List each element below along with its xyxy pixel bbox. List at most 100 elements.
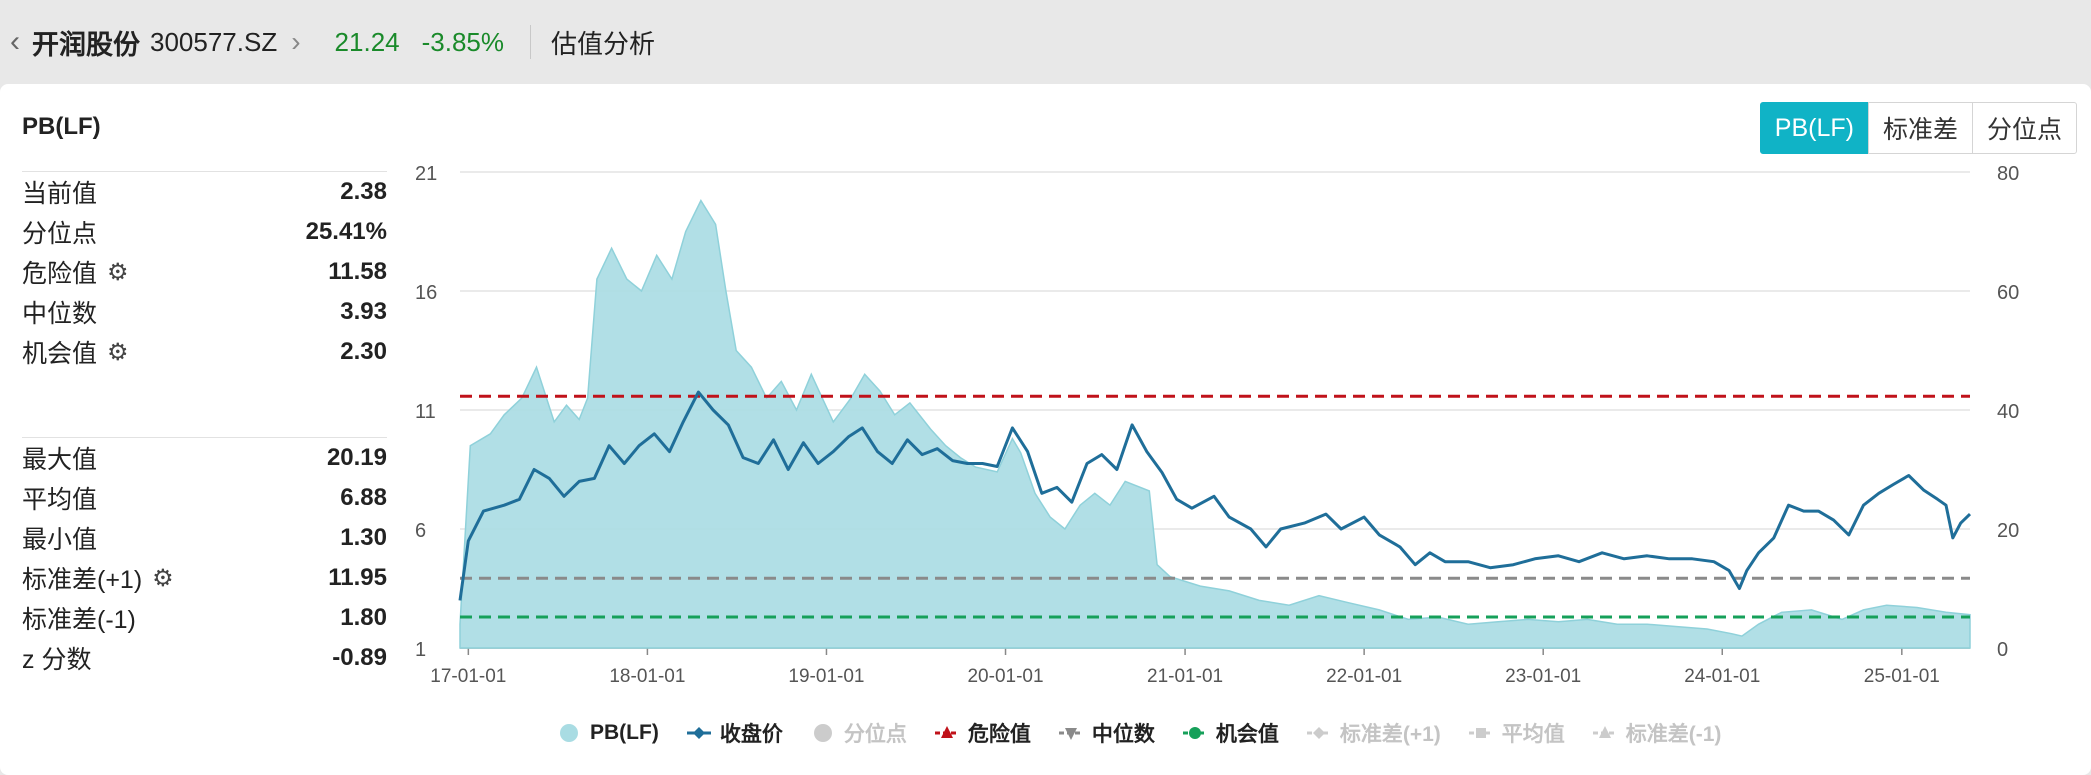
stat-label: 分位点 bbox=[22, 214, 97, 250]
legend-marker-icon bbox=[1468, 728, 1493, 738]
gear-icon[interactable]: ⚙ bbox=[152, 564, 174, 592]
legend-marker-icon bbox=[686, 727, 711, 739]
stat-row: 标准差(+1) ⚙ 11.95 bbox=[22, 558, 387, 598]
x-tick-label: 18-01-01 bbox=[609, 666, 685, 687]
stats-distribution: 最大值 20.19 平均值 6.88 最小值 1.30 标准差(+1) ⚙ 11.95 标准差(-… bbox=[22, 437, 387, 678]
stat-row: 标准差(-1) 1.80 bbox=[22, 598, 387, 638]
y-right-tick-label: 40 bbox=[1997, 401, 2019, 423]
legend-marker-icon bbox=[1592, 726, 1617, 738]
stat-row: 最大值 20.19 bbox=[22, 438, 387, 478]
stat-row: 平均值 6.88 bbox=[22, 478, 387, 518]
stat-label: 平均值 bbox=[22, 480, 97, 516]
stat-label-text: 最小值 bbox=[22, 526, 98, 554]
stat-value: 6.88 bbox=[340, 484, 387, 511]
tab-std-dev[interactable]: 标准差 bbox=[1867, 102, 1973, 154]
y-left-tick-label: 6 bbox=[415, 520, 426, 542]
stat-label-text: 平均值 bbox=[22, 486, 98, 514]
legend-item[interactable]: 机会值 bbox=[1182, 718, 1279, 748]
stat-label: 最小值 bbox=[22, 520, 97, 556]
legend-marker-icon bbox=[1058, 728, 1083, 740]
stat-label-text: 分位点 bbox=[22, 220, 98, 248]
legend-label: 标准差(-1) bbox=[1625, 723, 1722, 746]
stat-label: 机会值 ⚙ bbox=[22, 334, 129, 370]
x-tick-label: 22-01-01 bbox=[1326, 666, 1402, 687]
stat-label: 中位数 bbox=[22, 294, 97, 330]
stat-label: 危险值 ⚙ bbox=[22, 254, 129, 290]
legend-label: 平均值 bbox=[1501, 723, 1565, 746]
legend-item[interactable]: 危险值 bbox=[934, 718, 1031, 748]
stat-label: 最大值 bbox=[22, 440, 97, 476]
gear-icon[interactable]: ⚙ bbox=[107, 338, 129, 366]
legend-marker-icon bbox=[1306, 727, 1331, 739]
price-change: -3.85% bbox=[421, 26, 505, 57]
tab-percentile[interactable]: 分位点 bbox=[1971, 102, 2077, 154]
top-bar: ‹ 开润股份 300577.SZ › 21.24 -3.85% 估值分析 bbox=[0, 0, 2091, 84]
legend-label: 危险值 bbox=[967, 723, 1031, 746]
x-tick-label: 17-01-01 bbox=[430, 666, 506, 687]
legend-label: 收盘价 bbox=[719, 723, 783, 746]
stat-row: 机会值 ⚙ 2.30 bbox=[22, 332, 387, 372]
stat-value: -0.89 bbox=[332, 644, 387, 671]
chevron-right-icon[interactable]: › bbox=[291, 26, 301, 57]
stock-price: 21.24 bbox=[334, 26, 400, 57]
stat-label-text: 最大值 bbox=[22, 446, 98, 474]
legend-marker-icon bbox=[560, 724, 578, 742]
x-tick-label: 20-01-01 bbox=[967, 666, 1043, 687]
legend-item[interactable]: 分位点 bbox=[810, 718, 907, 748]
stat-value: 11.95 bbox=[328, 564, 387, 591]
legend-marker-icon bbox=[813, 724, 832, 742]
stat-value: 2.38 bbox=[340, 178, 387, 205]
stat-value: 25.41% bbox=[305, 218, 387, 245]
legend-item[interactable]: 平均值 bbox=[1468, 718, 1565, 748]
close-price-line bbox=[458, 390, 1972, 601]
header-divider bbox=[530, 25, 532, 59]
stat-value: 3.93 bbox=[340, 298, 387, 325]
chevron-left-icon[interactable]: ‹ bbox=[10, 25, 20, 58]
y-left-tick-label: 1 bbox=[415, 639, 426, 661]
section-title: 估值分析 bbox=[551, 28, 656, 59]
x-tick-label: 23-01-01 bbox=[1505, 666, 1581, 687]
chart-legend: PB(LF) 收盘价 分位点 危险值 中位数 机会值 标准差(+1) 平均值 标准差(-1) bbox=[556, 718, 1748, 748]
legend-item[interactable]: 收盘价 bbox=[686, 718, 783, 748]
legend-label: 中位数 bbox=[1091, 723, 1155, 746]
stat-row: z 分数 -0.89 bbox=[22, 638, 387, 678]
valuation-panel: PB(LF) PB(LF) 标准差 分位点 当前值 2.38 分位点 25.41% 危险… bbox=[0, 84, 2091, 775]
x-tick-label: 19-01-01 bbox=[788, 666, 864, 687]
legend-item[interactable]: 标准差(+1) bbox=[1306, 718, 1441, 748]
stats-summary: 当前值 2.38 分位点 25.41% 危险值 ⚙ 11.58 中位数 3.93 机会值 ⚙ 2.30 bbox=[22, 171, 387, 372]
stat-value: 11.58 bbox=[328, 258, 387, 285]
stat-label-text: 当前值 bbox=[22, 180, 98, 208]
stat-value: 2.30 bbox=[340, 338, 387, 365]
pb-area bbox=[459, 199, 1971, 649]
x-tick-label: 24-01-01 bbox=[1684, 666, 1760, 687]
tab-pb-lf[interactable]: PB(LF) bbox=[1759, 102, 1869, 154]
y-right-tick-label: 60 bbox=[1997, 282, 2019, 304]
y-right-tick-label: 20 bbox=[1997, 520, 2019, 542]
y-left-tick-label: 21 bbox=[415, 163, 437, 185]
stats-divider bbox=[22, 171, 387, 172]
stat-row: 中位数 3.93 bbox=[22, 292, 387, 332]
legend-item[interactable]: 中位数 bbox=[1058, 718, 1155, 748]
stat-label-text: 标准差(-1) bbox=[22, 606, 136, 634]
stock-code: 300577.SZ bbox=[150, 26, 278, 57]
legend-label: PB(LF) bbox=[590, 721, 659, 744]
stat-label-text: 标准差(+1) bbox=[22, 566, 143, 594]
gear-icon[interactable]: ⚙ bbox=[107, 258, 129, 286]
stat-label-text: 中位数 bbox=[22, 300, 98, 328]
stat-label: 标准差(-1) bbox=[22, 600, 136, 636]
stat-row: 最小值 1.30 bbox=[22, 518, 387, 558]
y-right-tick-label: 0 bbox=[1997, 639, 2008, 661]
legend-label: 机会值 bbox=[1215, 723, 1279, 746]
legend-item[interactable]: 标准差(-1) bbox=[1592, 718, 1722, 748]
legend-marker-icon bbox=[1182, 727, 1207, 739]
stat-label-text: 机会值 bbox=[22, 340, 98, 368]
stat-row: 当前值 2.38 bbox=[22, 172, 387, 212]
stat-label-text: z 分数 bbox=[22, 646, 92, 674]
legend-item[interactable]: PB(LF) bbox=[556, 721, 659, 745]
stat-label: 当前值 bbox=[22, 174, 97, 210]
x-tick-label: 25-01-01 bbox=[1864, 666, 1940, 687]
stat-row: 危险值 ⚙ 11.58 bbox=[22, 252, 387, 292]
stat-label: z 分数 bbox=[22, 640, 91, 676]
y-right-tick-label: 80 bbox=[1997, 163, 2019, 185]
